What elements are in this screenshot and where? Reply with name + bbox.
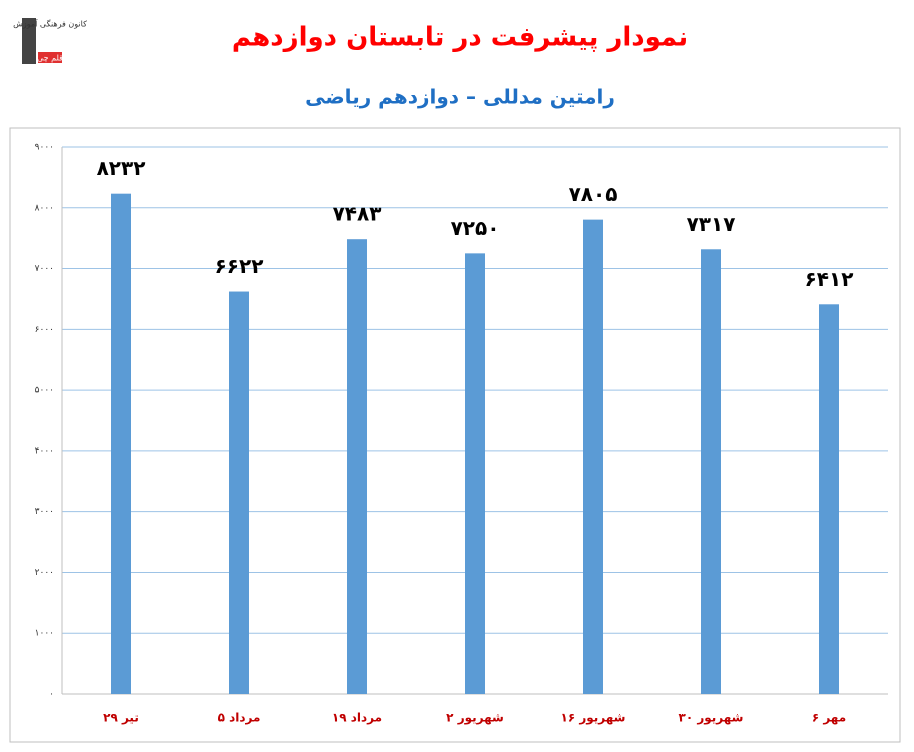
- value-label: ۶۶۲۲: [215, 254, 264, 278]
- value-label: ۷۲۵۰: [451, 216, 500, 240]
- plot-frame: [9, 127, 901, 743]
- chart-subtitle: رامتین مدللی – دوازدهم ریاضی: [305, 85, 615, 109]
- x-tick-label: ۶ مهر: [812, 711, 846, 725]
- bar: [111, 193, 131, 694]
- value-label: ۸۲۳۲: [97, 156, 146, 180]
- logo-badge: قلم چی: [37, 54, 63, 63]
- bar: [229, 291, 249, 694]
- y-tick-label: ۲۰۰۰: [35, 568, 54, 578]
- y-tick-label: ۵۰۰۰: [35, 386, 54, 396]
- bar: [347, 239, 367, 694]
- x-tick-label: ۳۰ شهریور: [679, 711, 744, 726]
- bar: [819, 304, 839, 694]
- y-tick-label: ۴۰۰۰: [35, 446, 54, 456]
- bar: [701, 249, 721, 694]
- bar: [465, 253, 485, 694]
- y-tick-label: ۱۰۰۰: [35, 629, 54, 639]
- logo-figure: [22, 18, 36, 64]
- y-tick-label: ۷۰۰۰: [35, 264, 54, 274]
- value-label: ۶۴۱۲: [805, 267, 854, 291]
- x-tick-label: ۱۶ شهریور: [561, 711, 626, 726]
- y-tick-label: ۶۰۰۰: [35, 325, 54, 335]
- y-tick-label: ۰: [49, 690, 54, 700]
- x-tick-label: ۲ شهریور: [446, 711, 504, 726]
- value-label: ۷۴۸۳: [333, 202, 382, 226]
- x-tick-label: ۲۹ تیر: [103, 711, 139, 725]
- logo-text: کانون فرهنگی آموزش: [13, 19, 87, 29]
- logo-badge-bg: [38, 52, 62, 63]
- value-label: ۷۸۰۵: [569, 182, 618, 206]
- x-tick-label: ۱۹ مرداد: [332, 711, 382, 725]
- bar: [583, 219, 603, 694]
- chart-title: نمودار پیشرفت در تابستان دوازدهم: [232, 23, 688, 53]
- x-tick-label: ۵ مرداد: [218, 711, 261, 725]
- y-tick-label: ۸۰۰۰: [35, 203, 54, 213]
- y-tick-label: ۹۰۰۰: [35, 143, 54, 153]
- y-tick-label: ۳۰۰۰: [35, 507, 54, 517]
- value-label: ۷۳۱۷: [687, 212, 736, 236]
